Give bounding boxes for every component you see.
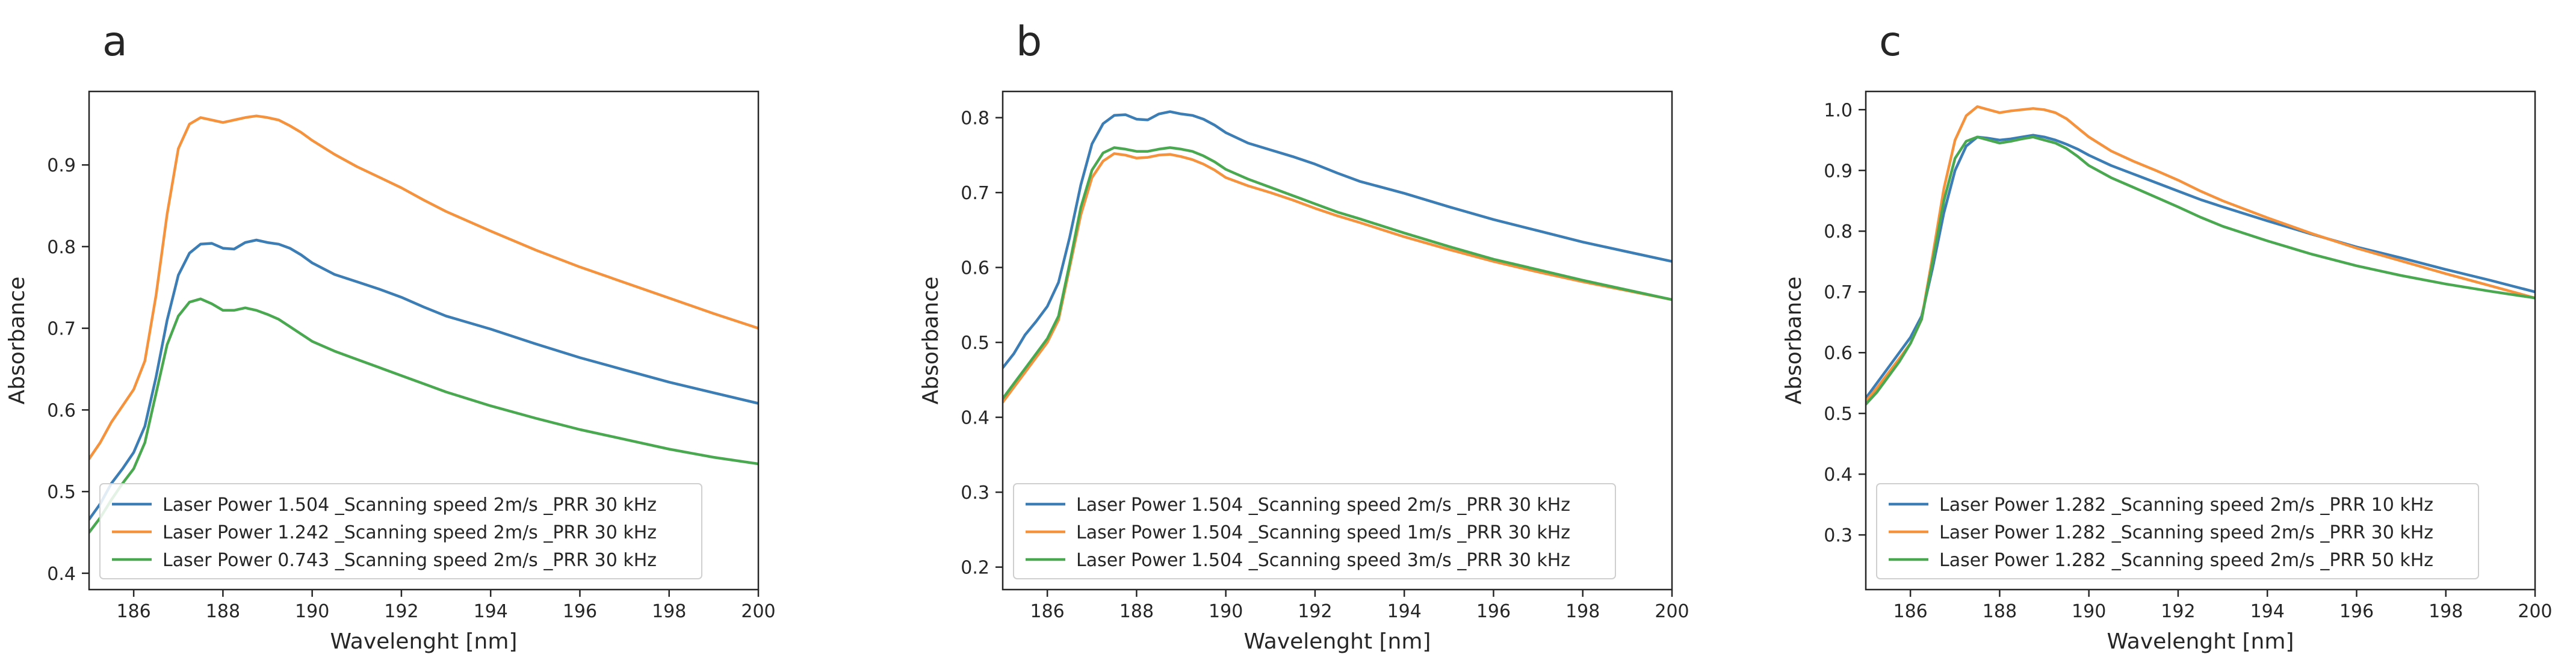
legend-entry: Laser Power 1.282 _Scanning speed 2m/s _…: [1939, 495, 2433, 516]
legend-box: [99, 483, 702, 579]
y-tick-label: 0.3: [1824, 525, 1853, 546]
plot-frame: [88, 90, 760, 591]
x-tick-label: 196: [563, 601, 597, 622]
legend-entry: Laser Power 1.504 _Scanning speed 2m/s _…: [163, 495, 657, 516]
y-tick-label: 0.6: [1824, 343, 1853, 364]
series-line-orange: [89, 114, 758, 461]
panel-a-chart: a 186 188 190 192 194 196 198 200 0.4 0.5 0.6 0.7 0.…: [5, 18, 776, 654]
x-tick-label: 188: [206, 601, 240, 622]
panel-b-chart: b 186 188 190 192 194 196 198 200 0.2 0.3 0.4 0.5 0.…: [918, 18, 1689, 654]
series-line-blue: [1866, 134, 2535, 400]
y-tick-label: 0.9: [47, 155, 76, 176]
x-tick-label: 192: [384, 601, 418, 622]
x-tick-label: 190: [295, 601, 329, 622]
x-tick-label: 192: [1298, 601, 1332, 622]
series-line-orange: [1866, 105, 2535, 403]
x-tick-label: 198: [652, 601, 686, 622]
y-tick-label: 0.4: [1824, 464, 1853, 486]
x-tick-label: 190: [1209, 601, 1243, 622]
y-tick-label: 0.3: [961, 482, 989, 504]
x-tick-label: 198: [2429, 601, 2463, 622]
panel-letter-b: b: [1016, 18, 1042, 66]
y-tick-label: 0.7: [47, 319, 76, 340]
x-tick-label: 194: [1387, 601, 1422, 622]
x-tick-label: 186: [117, 601, 151, 622]
y-tick-label: 0.8: [1824, 221, 1853, 242]
series-line-blue: [1003, 110, 1672, 369]
legend-entry: Laser Power 1.282 _Scanning speed 2m/s _…: [1939, 522, 2433, 543]
x-tick-label: 198: [1565, 601, 1600, 622]
panel-c-chart: c 186 188 190 192 194 196 198 200 0.3 0.4 0.5 0.6 0.…: [1782, 18, 2553, 654]
panel-letter-a: a: [102, 18, 128, 66]
y-tick-label: 0.6: [47, 400, 76, 421]
x-tick-label: 194: [474, 601, 508, 622]
legend-box: [1013, 483, 1616, 579]
legend-entry: Laser Power 1.282 _Scanning speed 2m/s _…: [1939, 550, 2433, 571]
y-tick-label: 0.4: [961, 408, 989, 429]
series-line-green: [1866, 135, 2535, 406]
legend: Laser Power 1.504 _Scanning speed 2m/s _…: [99, 483, 702, 579]
x-tick-label: 186: [1030, 601, 1065, 622]
legend: Laser Power 1.282 _Scanning speed 2m/s _…: [1876, 483, 2479, 579]
plot-frame: [1865, 90, 2536, 591]
x-tick-label: 200: [741, 601, 775, 622]
y-tick-label: 0.8: [961, 108, 989, 129]
x-tick-label: 200: [2518, 601, 2552, 622]
series-line-green: [89, 297, 758, 534]
y-tick-label: 0.7: [961, 183, 989, 204]
x-tick-label: 194: [2250, 601, 2285, 622]
series-line-green: [1003, 146, 1672, 400]
y-tick-label: 0.7: [1824, 282, 1853, 303]
legend-entry: Laser Power 1.242 _Scanning speed 2m/s _…: [163, 522, 657, 543]
legend-entry: Laser Power 1.504 _Scanning speed 2m/s _…: [1076, 495, 1570, 516]
x-tick-label: 186: [1893, 601, 1928, 622]
y-axis-label: Absorbance: [5, 277, 29, 405]
series-lines: [1866, 105, 2535, 406]
y-tick-label: 0.5: [47, 482, 76, 503]
panel-letter-c: c: [1879, 18, 1901, 66]
series-lines: [89, 114, 758, 534]
legend: Laser Power 1.504 _Scanning speed 2m/s _…: [1013, 483, 1616, 579]
y-tick-label: 0.9: [1824, 161, 1853, 182]
x-tick-label: 188: [1983, 601, 2017, 622]
x-tick-label: 196: [2339, 601, 2374, 622]
legend-entry: Laser Power 1.504 _Scanning speed 1m/s _…: [1076, 522, 1570, 543]
x-tick-label: 188: [1119, 601, 1154, 622]
x-tick-label: 196: [1476, 601, 1511, 622]
y-tick-label: 0.2: [961, 558, 989, 579]
y-axis-label: Absorbance: [1782, 277, 1806, 405]
x-axis-label: Wavelenght [nm]: [1244, 629, 1431, 654]
legend-box: [1876, 483, 2479, 579]
series-line-blue: [89, 238, 758, 521]
x-tick-label: 200: [1655, 601, 1689, 622]
y-axis-label: Absorbance: [918, 277, 943, 405]
y-tick-label: 0.5: [961, 333, 989, 354]
y-tick-label: 0.8: [47, 237, 76, 258]
y-tick-label: 0.6: [961, 258, 989, 279]
x-axis-label: Wavelenght [nm]: [330, 629, 518, 654]
y-tick-label: 0.4: [47, 564, 76, 585]
legend-entry: Laser Power 1.504 _Scanning speed 3m/s _…: [1076, 550, 1570, 571]
legend-entry: Laser Power 0.743 _Scanning speed 2m/s _…: [163, 550, 657, 571]
x-tick-label: 190: [2072, 601, 2106, 622]
y-tick-label: 1.0: [1824, 100, 1853, 121]
plot-frame: [1002, 90, 1673, 591]
x-tick-label: 192: [2161, 601, 2195, 622]
x-axis-label: Wavelenght [nm]: [2107, 629, 2294, 654]
y-tick-label: 0.5: [1824, 404, 1853, 425]
series-lines: [1003, 110, 1672, 404]
